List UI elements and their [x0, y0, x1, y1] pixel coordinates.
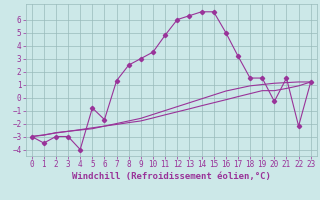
X-axis label: Windchill (Refroidissement éolien,°C): Windchill (Refroidissement éolien,°C): [72, 172, 271, 181]
